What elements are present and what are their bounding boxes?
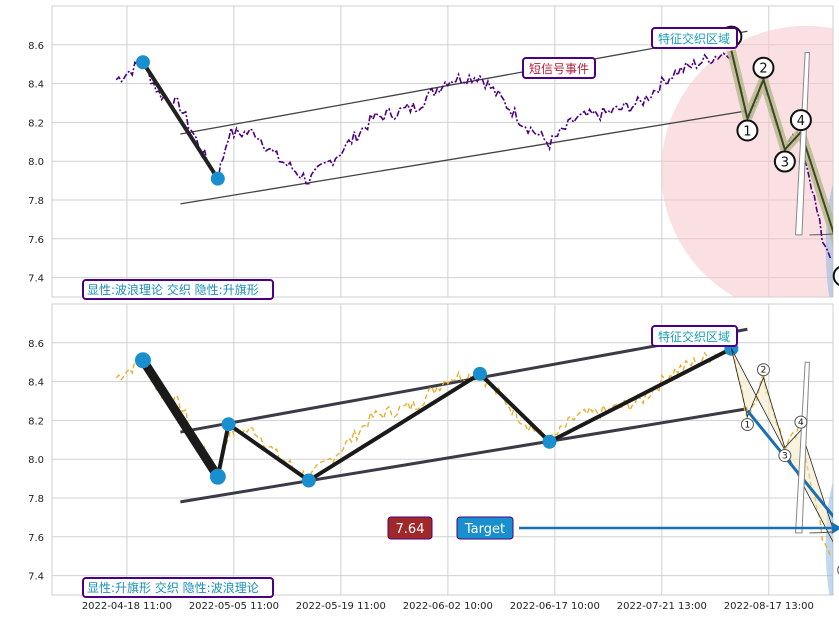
price-series bbox=[115, 52, 832, 259]
svg-text:显性:升旗形 交织 隐性:波浪理论: 显性:升旗形 交织 隐性:波浪理论 bbox=[87, 580, 259, 595]
feature-zone bbox=[661, 25, 833, 297]
target-arrow-head bbox=[831, 522, 839, 534]
flag-point bbox=[134, 352, 151, 369]
wave-point bbox=[210, 171, 225, 186]
wave-label-3: 3 bbox=[773, 150, 796, 173]
wave-label-circle bbox=[778, 449, 792, 463]
wave-label-circle bbox=[740, 418, 754, 432]
wave-label-1: 1 bbox=[740, 418, 754, 432]
wave-label-circle bbox=[794, 415, 808, 429]
wave-label-2: 2 bbox=[752, 56, 775, 79]
wave-label-text: 1 bbox=[743, 125, 751, 140]
y-tick-label: 8.4 bbox=[28, 378, 44, 389]
x-tick-label: 2022-06-02 10:00 bbox=[403, 601, 493, 612]
highlight-zone-inner bbox=[835, 189, 839, 309]
plot-area bbox=[51, 303, 834, 596]
wave-label-4: 4 bbox=[794, 415, 808, 429]
target-label-badge: Target bbox=[456, 516, 514, 540]
top-panel: 7.47.67.88.08.28.48.6012345 bbox=[28, 5, 839, 309]
wave-label-text: 3 bbox=[781, 156, 789, 171]
flag-point bbox=[209, 468, 226, 485]
wave-label-3: 3 bbox=[778, 449, 792, 463]
wave-label-text: 2 bbox=[759, 62, 767, 77]
target-path bbox=[746, 409, 833, 519]
x-tick-label: 2022-07-21 13:00 bbox=[617, 601, 707, 612]
wave-label-circle bbox=[773, 150, 796, 173]
y-tick-label: 8.0 bbox=[28, 455, 44, 466]
y-tick-label: 8.6 bbox=[28, 339, 44, 350]
wave-label-4: 4 bbox=[789, 109, 812, 132]
x-tick-label: 2022-05-19 11:00 bbox=[296, 601, 386, 612]
x-axis: 2022-04-18 11:00 2022-05-05 11:00 2022-05-… bbox=[82, 601, 814, 612]
wave-label-circle bbox=[736, 119, 759, 142]
wave-point bbox=[135, 55, 150, 70]
channel-line bbox=[180, 110, 748, 205]
svg-text:特征交织区域: 特征交织区域 bbox=[658, 329, 730, 344]
wave-label-text: 1 bbox=[745, 421, 751, 431]
flag-pole bbox=[139, 357, 222, 480]
plot-content bbox=[115, 327, 839, 607]
svg-text:显性:波浪理论 交织 隐性:升旗形: 显性:波浪理论 交织 隐性:升旗形 bbox=[87, 282, 259, 297]
wave-label-text: 4 bbox=[798, 418, 804, 428]
y-tick-label: 8.4 bbox=[28, 80, 44, 91]
y-tick-label: 7.4 bbox=[28, 572, 44, 583]
top-signal-label: 短信号事件 bbox=[522, 57, 596, 79]
top-feature-label: 特征交织区域 bbox=[651, 27, 738, 49]
wave-label-2: 2 bbox=[756, 363, 770, 377]
elliott-path bbox=[730, 50, 833, 235]
wave-label-circle bbox=[789, 109, 812, 132]
wave-label-circle bbox=[832, 266, 839, 286]
wave-label-text: 2 bbox=[761, 366, 767, 376]
y-tick-label: 7.8 bbox=[28, 494, 44, 505]
flag-point bbox=[221, 417, 236, 432]
y-tick-label: 7.6 bbox=[28, 533, 44, 544]
y-tick-label: 7.8 bbox=[28, 196, 44, 207]
svg-text:Target: Target bbox=[464, 522, 505, 537]
wave-label-text: 3 bbox=[782, 452, 788, 462]
bottom-feature-label: 特征交织区域 bbox=[651, 325, 738, 347]
x-tick-label: 2022-06-17 10:00 bbox=[510, 601, 600, 612]
y-tick-label: 7.4 bbox=[28, 274, 44, 285]
y-tick-label: 8.0 bbox=[28, 157, 44, 168]
wave-label-circle bbox=[756, 363, 770, 377]
wave-label-5: 5 bbox=[832, 266, 839, 286]
wave-segment bbox=[141, 61, 220, 180]
highlight-zone-inner bbox=[835, 487, 839, 607]
svg-text:特征交织区域: 特征交织区域 bbox=[658, 31, 730, 46]
top-status-label: 显性:波浪理论 交织 隐性:升旗形 bbox=[82, 279, 274, 300]
wave-label-circle bbox=[752, 56, 775, 79]
curve-connector bbox=[809, 233, 833, 236]
y-tick-label: 8.2 bbox=[28, 416, 44, 427]
y-tick-label: 8.2 bbox=[28, 118, 44, 129]
channel-line bbox=[180, 407, 748, 504]
bottom-status-label: 显性:升旗形 交织 隐性:波浪理论 bbox=[82, 577, 274, 598]
x-tick-label: 2022-04-18 11:00 bbox=[82, 601, 172, 612]
flag-point bbox=[542, 434, 557, 449]
plot-content bbox=[115, 25, 839, 309]
x-tick-label: 2022-08-17 13:00 bbox=[724, 601, 814, 612]
wave-label-text: 4 bbox=[797, 114, 805, 129]
highlight-zone-outer bbox=[825, 482, 833, 595]
wave-label-1: 1 bbox=[736, 119, 759, 142]
svg-text:7.64: 7.64 bbox=[396, 522, 425, 537]
y-tick-label: 8.6 bbox=[28, 41, 44, 52]
curve-connector bbox=[809, 531, 833, 534]
flag-point bbox=[301, 473, 316, 488]
flag-point bbox=[472, 366, 487, 381]
elliott-outline bbox=[730, 348, 833, 543]
bottom-panel: 7.47.67.88.08.28.48.6012345 bbox=[28, 303, 839, 607]
x-tick-label: 2022-05-05 11:00 bbox=[189, 601, 279, 612]
y-tick-label: 7.6 bbox=[28, 235, 44, 246]
target-value-badge: 7.64 bbox=[387, 516, 433, 540]
svg-text:短信号事件: 短信号事件 bbox=[529, 62, 589, 76]
